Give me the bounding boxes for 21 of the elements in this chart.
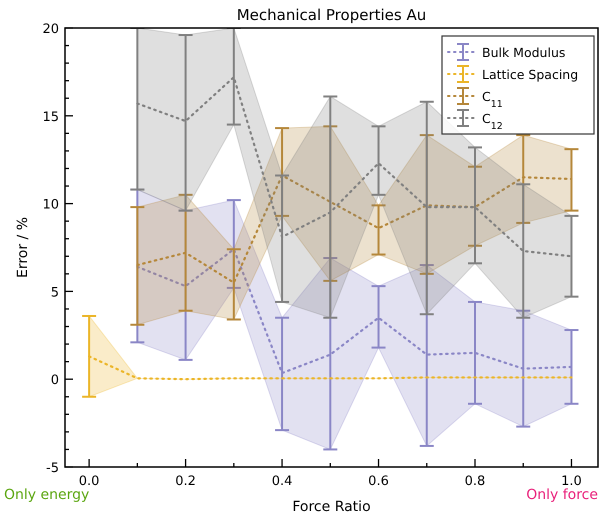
legend-label: Bulk Modulus bbox=[482, 45, 566, 60]
x-tick-label: 1.0 bbox=[561, 474, 582, 489]
text: Only energy bbox=[4, 487, 90, 503]
legend-label: C$_{12}$ bbox=[482, 111, 503, 132]
x-tick-label: 0.2 bbox=[175, 474, 196, 489]
y-tick-label: 20 bbox=[42, 22, 59, 37]
x-axis-title: Force Ratio bbox=[292, 499, 371, 515]
y-tick-label: -5 bbox=[46, 461, 59, 476]
y-tick-label: 5 bbox=[50, 285, 59, 300]
chart-title: Mechanical Properties Au bbox=[236, 6, 426, 24]
y-axis-title: Error / % bbox=[15, 216, 31, 278]
text: Only force bbox=[526, 487, 598, 503]
x-tick-label: 0.8 bbox=[464, 474, 486, 489]
legend-label: Lattice Spacing bbox=[482, 67, 578, 82]
x-tick-label: 0.6 bbox=[368, 474, 389, 489]
x-tick-label: 0.0 bbox=[78, 474, 100, 489]
y-tick-label: 10 bbox=[42, 198, 59, 213]
x-tick-label: 0.4 bbox=[272, 474, 292, 489]
y-tick-label: 15 bbox=[42, 110, 59, 125]
y-tick-label: 0 bbox=[50, 373, 59, 388]
legend-label: C$_{11}$ bbox=[482, 89, 503, 110]
